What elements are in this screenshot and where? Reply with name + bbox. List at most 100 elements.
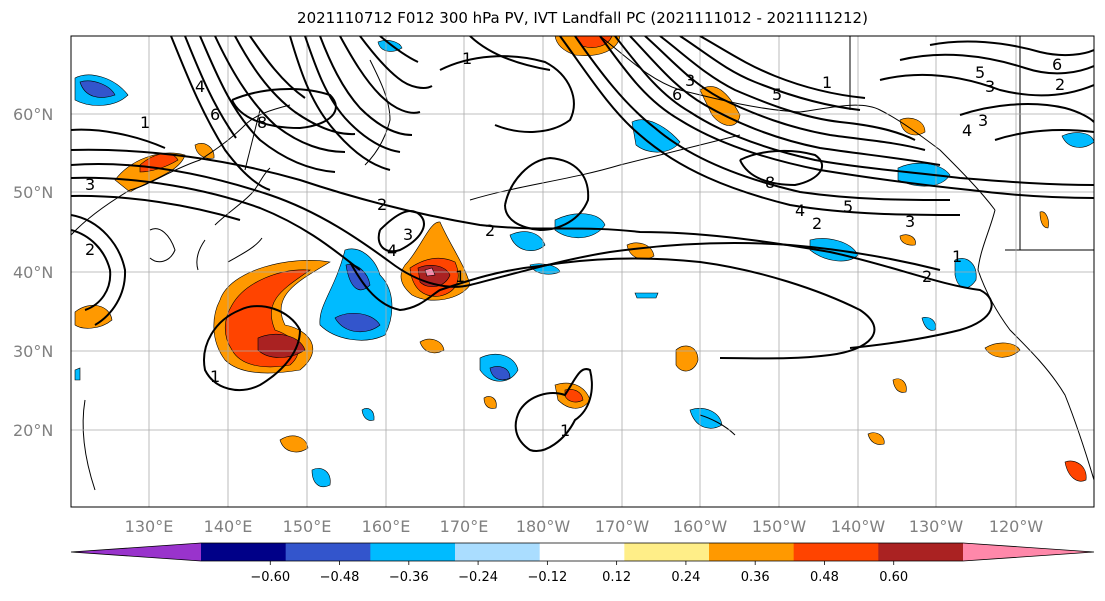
colorbar-extend-low: [71, 543, 201, 561]
contour-line: [514, 368, 593, 452]
colorbar-tick-label: 0.24: [671, 570, 700, 585]
contour-label: 4: [962, 121, 972, 140]
anomaly-patch: [489, 366, 511, 381]
colorbar-extend-high: [963, 543, 1094, 561]
lon-label: 160°E: [362, 517, 411, 536]
anomaly-patch: [509, 231, 546, 252]
contour-line: [679, 36, 861, 111]
contour-line: [559, 36, 961, 216]
anomaly-patch: [334, 312, 381, 332]
anomaly-patch: [74, 367, 81, 381]
contour-label: 1: [455, 267, 465, 286]
coastline-aleutian: [469, 134, 741, 201]
coastline-hawaii: [699, 414, 736, 436]
contour-label: 2: [485, 221, 495, 240]
contour-label: 2: [922, 267, 932, 286]
contour-label: 1: [462, 49, 472, 68]
lon-label: 140°E: [204, 517, 253, 536]
contour-line: [659, 36, 916, 141]
lon-label: 130°W: [909, 517, 964, 536]
contour-line: [71, 163, 941, 288]
anomaly-patch: [279, 435, 309, 453]
colorbar-outline: [70, 542, 1095, 562]
colorbar-tick-label: −0.48: [320, 570, 360, 585]
map-border: [70, 35, 1095, 508]
anomaly-patch: [899, 234, 916, 246]
lon-label: 140°W: [831, 517, 886, 536]
contour-line: [739, 149, 823, 187]
contour-label: 1: [140, 113, 150, 132]
colorbar-tick-label: 0.48: [810, 570, 839, 585]
contour-line: [504, 156, 590, 232]
map-frame: [71, 36, 1094, 507]
contour-line: [71, 229, 112, 311]
contour-line: [199, 36, 336, 173]
contour-label: 3: [403, 225, 413, 244]
contour-line: [71, 148, 993, 349]
contour-line: [234, 36, 356, 136]
contour-labels: 3 2 1 3 4 1 2 1 2 3 4 5 8 2 1 1 5 3 5 6 …: [85, 49, 1065, 440]
contour-line: [469, 36, 551, 71]
contour-label: 2: [377, 195, 387, 214]
contour-line: [304, 36, 401, 153]
anomaly-patch: [361, 408, 375, 421]
contour-line: [289, 36, 391, 171]
contour-line: [699, 36, 866, 99]
contour-line: [879, 73, 1094, 97]
contour-line: [644, 36, 926, 151]
contour-label: 4: [795, 201, 805, 220]
coastline-sakhalin: [244, 109, 261, 171]
lat-label: 20°N: [13, 421, 53, 440]
contour-line: [574, 36, 951, 201]
contour-label: 4: [195, 77, 205, 96]
anomaly-patch: [867, 432, 885, 445]
anomaly-patch: [675, 345, 699, 372]
contour-label: 2: [85, 240, 95, 259]
contour-line: [349, 257, 876, 360]
lon-label: 170°E: [440, 517, 489, 536]
colorbar-segment: [793, 543, 879, 561]
contour-label: 5: [772, 85, 782, 104]
colorbar-tick-label: −0.36: [389, 570, 429, 585]
coastline-korea: [149, 228, 176, 263]
contour-label: 8: [765, 173, 775, 192]
lon-label: 120°W: [989, 517, 1044, 536]
colorbar-tick-label: 0.36: [741, 570, 770, 585]
contour-label: 6: [672, 85, 682, 104]
contour-label: 3: [685, 71, 695, 90]
anomaly-patch: [483, 396, 497, 409]
anomaly-patch: [699, 86, 741, 126]
anomaly-patch: [899, 117, 926, 136]
contour-line: [899, 53, 1094, 75]
lon-label: 170°W: [595, 517, 650, 536]
contour-label: 5: [975, 63, 985, 82]
lon-label: 160°W: [673, 517, 728, 536]
graticule: [71, 36, 1094, 507]
lon-label: 130°E: [125, 517, 174, 536]
colorbar-tick-label: 0.12: [602, 570, 631, 585]
contour-line: [319, 36, 413, 136]
contour-line: [994, 129, 1094, 141]
anomaly-patch: [892, 378, 907, 393]
coastline-kamchatka: [364, 59, 391, 166]
contour-label: 8: [257, 113, 267, 132]
lon-label: 150°W: [752, 517, 807, 536]
contour-label: 3: [85, 175, 95, 194]
contour-line: [203, 305, 302, 391]
anomaly-patch: [74, 305, 113, 329]
colorbar-tick-label: −0.60: [250, 570, 290, 585]
anomaly-patch: [1061, 132, 1094, 148]
colorbar-segment: [455, 543, 541, 561]
contour-line: [71, 194, 241, 221]
contour-line: [170, 36, 271, 191]
contour-label: 1: [822, 73, 832, 92]
contour-label: 6: [1052, 55, 1062, 74]
coastlines: [71, 36, 1094, 491]
contour-line: [359, 36, 433, 89]
anomaly-patch: [1039, 211, 1049, 229]
contour-line: [214, 36, 346, 153]
contour-line: [614, 36, 1094, 186]
colorbar-segment: [709, 543, 795, 561]
colorbar-segment: [370, 543, 456, 561]
